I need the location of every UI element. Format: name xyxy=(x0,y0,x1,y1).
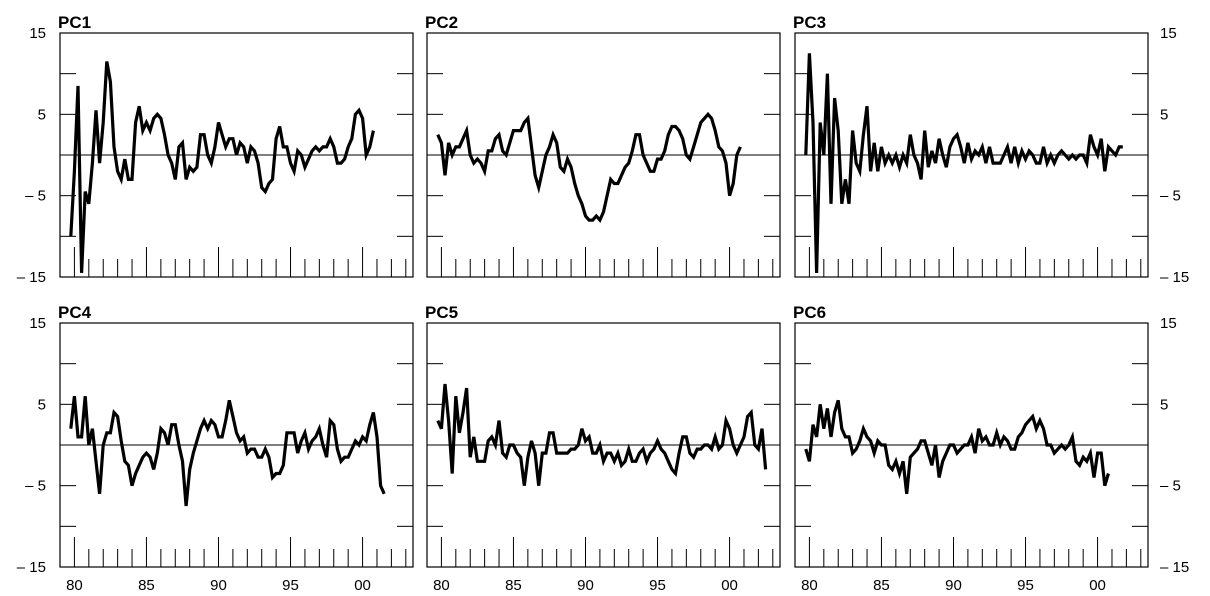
series-line-pc6 xyxy=(804,399,1110,494)
x-tick-label: 85 xyxy=(138,577,155,594)
y-tick-label-right: 15 xyxy=(1160,25,1177,42)
x-tick-label: 80 xyxy=(66,577,83,594)
series-line-pc4 xyxy=(69,396,386,507)
panel-pc6: PC6 xyxy=(793,303,1149,568)
y-tick-label-right: – 15 xyxy=(1160,269,1189,286)
x-tick-label: 85 xyxy=(873,577,890,594)
panel-pc1: PC1 xyxy=(58,13,414,278)
panel-title: PC6 xyxy=(793,303,826,322)
series-line-pc5 xyxy=(436,383,768,486)
y-tick-label-left: 15 xyxy=(29,315,46,332)
panel-title: PC4 xyxy=(58,303,92,322)
y-tick-label-left: – 5 xyxy=(25,478,46,495)
y-tick-label-right: – 5 xyxy=(1160,188,1181,205)
panel-pc2: PC2 xyxy=(425,13,781,278)
x-tick-label: 90 xyxy=(945,577,962,594)
y-tick-label-right: – 15 xyxy=(1160,559,1189,576)
y-tick-label-right: 15 xyxy=(1160,315,1177,332)
x-tick-label: 90 xyxy=(577,577,594,594)
panel-pc3: PC3 xyxy=(793,13,1149,278)
x-tick-label: 80 xyxy=(433,577,450,594)
x-tick-label: 00 xyxy=(354,577,371,594)
panels-layer: PC1 PC2 PC3 PC4 PC5 PC6 xyxy=(58,13,1149,568)
panel-title: PC2 xyxy=(425,13,458,32)
x-tick-label: 00 xyxy=(1089,577,1106,594)
y-tick-label-right: – 5 xyxy=(1160,478,1181,495)
panel-pc4: PC4 xyxy=(58,303,414,568)
series-line-pc2 xyxy=(436,111,742,224)
y-tick-label-left: 15 xyxy=(29,25,46,42)
x-tick-label: 95 xyxy=(649,577,666,594)
series-line-pc3 xyxy=(804,53,1123,273)
panel-title: PC1 xyxy=(58,13,91,32)
x-tick-label: 95 xyxy=(282,577,299,594)
y-tick-label-left: – 15 xyxy=(17,269,46,286)
x-tick-label: 95 xyxy=(1017,577,1034,594)
y-tick-label-left: – 15 xyxy=(17,559,46,576)
panel-pc5: PC5 xyxy=(425,303,781,568)
panel-title: PC5 xyxy=(425,303,458,322)
series-line-pc1 xyxy=(69,61,375,273)
y-tick-label-right: 5 xyxy=(1160,396,1168,413)
x-tick-label: 80 xyxy=(801,577,818,594)
y-tick-label-left: 5 xyxy=(38,396,46,413)
panel-title: PC3 xyxy=(793,13,826,32)
y-tick-label-left: 5 xyxy=(38,106,46,123)
axis-labels-layer: 15 15 5 5 – 5 – 5 – 15 – 15 15 15 5 5 – 5 – 5 – 15 – 15… xyxy=(17,25,1189,594)
x-tick-label: 85 xyxy=(505,577,522,594)
y-tick-label-left: – 5 xyxy=(25,188,46,205)
x-tick-label: 90 xyxy=(210,577,227,594)
x-tick-label: 00 xyxy=(721,577,738,594)
y-tick-label-right: 5 xyxy=(1160,106,1168,123)
